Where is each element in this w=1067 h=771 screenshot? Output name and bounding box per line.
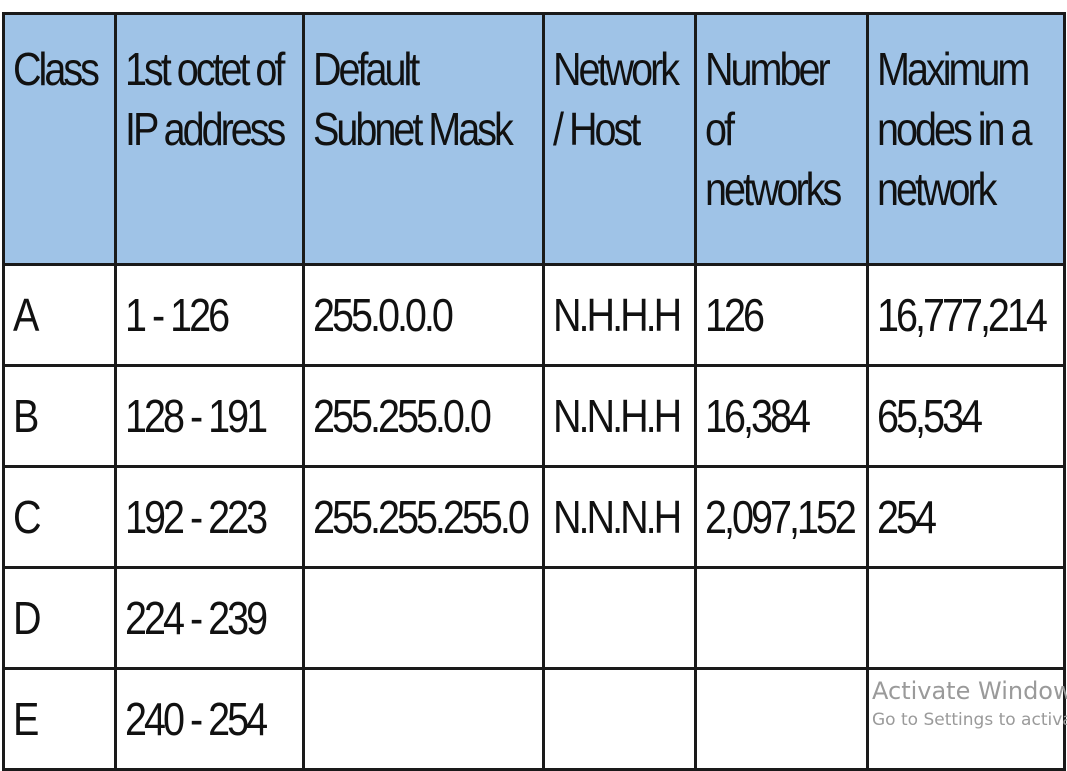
cell-network-host: N.H.H.H xyxy=(542,263,697,367)
cell-max-nodes: 16,777,214 xyxy=(866,263,1066,367)
cell-number-of-networks: 2,097,152 xyxy=(694,465,869,569)
ip-class-table: Class 1st octet of IP address Default Subn… xyxy=(2,12,1066,771)
header-number-of-networks: Number of networks xyxy=(694,12,869,266)
cell-subnet-mask: 255.0.0.0 xyxy=(302,263,545,367)
cell-max-nodes: 65,534 xyxy=(866,364,1066,468)
header-row: Class 1st octet of IP address Default Subn… xyxy=(2,12,1066,266)
header-first-octet: 1st octet of IP address xyxy=(114,12,305,266)
cell-subnet-mask xyxy=(302,566,545,670)
cell-subnet-mask: 255.255.0.0 xyxy=(302,364,545,468)
cell-class: B xyxy=(2,364,117,468)
cell-octet-range: 240 - 254 xyxy=(114,667,305,771)
table-row: D 224 - 239 xyxy=(2,566,1066,670)
cell-number-of-networks: 16,384 xyxy=(694,364,869,468)
cell-number-of-networks xyxy=(694,667,869,771)
table-row: B 128 - 191 255.255.0.0 N.N.H.H 16,384 6… xyxy=(2,364,1066,468)
cell-octet-range: 192 - 223 xyxy=(114,465,305,569)
cell-class: A xyxy=(2,263,117,367)
cell-network-host: N.N.H.H xyxy=(542,364,697,468)
header-class: Class xyxy=(2,12,117,266)
cell-octet-range: 128 - 191 xyxy=(114,364,305,468)
cell-network-host: N.N.N.H xyxy=(542,465,697,569)
table-row: E 240 - 254 xyxy=(2,667,1066,771)
cell-octet-range: 1 - 126 xyxy=(114,263,305,367)
cell-number-of-networks xyxy=(694,566,869,670)
table-row: A 1 - 126 255.0.0.0 N.H.H.H 126 16,777,2… xyxy=(2,263,1066,367)
header-default-subnet-mask: Default Subnet Mask xyxy=(302,12,545,266)
cell-class: E xyxy=(2,667,117,771)
cell-number-of-networks: 126 xyxy=(694,263,869,367)
cell-octet-range: 224 - 239 xyxy=(114,566,305,670)
header-network-host: Network / Host xyxy=(542,12,697,266)
cell-max-nodes: 254 xyxy=(866,465,1066,569)
header-maximum-nodes: Maximum nodes in a network xyxy=(866,12,1066,266)
cell-class: D xyxy=(2,566,117,670)
cell-network-host xyxy=(542,667,697,771)
table-row: C 192 - 223 255.255.255.0 N.N.N.H 2,097,… xyxy=(2,465,1066,569)
cell-max-nodes xyxy=(866,566,1066,670)
cell-max-nodes xyxy=(866,667,1066,771)
cell-subnet-mask: 255.255.255.0 xyxy=(302,465,545,569)
cell-subnet-mask xyxy=(302,667,545,771)
cell-network-host xyxy=(542,566,697,670)
cell-class: C xyxy=(2,465,117,569)
